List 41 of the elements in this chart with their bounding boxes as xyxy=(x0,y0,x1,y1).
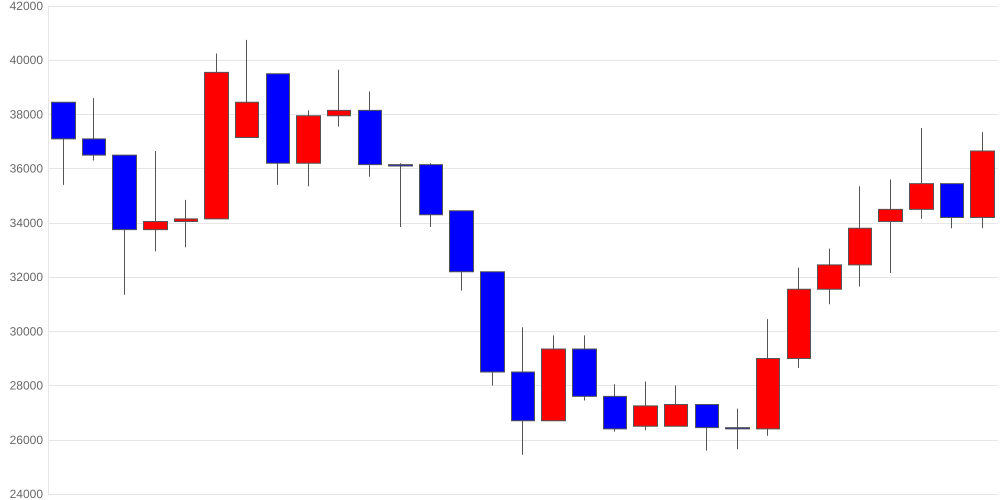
candlestick xyxy=(204,52,229,220)
candlestick xyxy=(358,90,382,178)
candlestick xyxy=(603,384,627,432)
candlestick xyxy=(909,128,934,220)
y-tick-label: 32000 xyxy=(10,270,44,284)
candlestick xyxy=(266,73,290,186)
candlestick xyxy=(817,248,842,305)
y-tick-label: 42000 xyxy=(10,0,44,13)
candlestick xyxy=(174,199,198,248)
candlestick xyxy=(296,110,321,187)
candlestick xyxy=(82,98,106,162)
candlestick xyxy=(419,162,443,228)
candlestick xyxy=(511,326,535,456)
candlestick xyxy=(235,39,259,138)
y-tick-label: 36000 xyxy=(10,162,44,176)
candlestick xyxy=(970,132,995,229)
candlestick xyxy=(787,267,811,368)
y-tick-label: 30000 xyxy=(10,324,44,338)
candlestick xyxy=(541,334,566,422)
y-tick-label: 24000 xyxy=(10,487,44,500)
candlestick xyxy=(572,334,597,401)
y-tick-label: 40000 xyxy=(10,53,44,68)
candlestick xyxy=(480,271,505,386)
candlestick xyxy=(878,179,903,274)
candlestick xyxy=(725,408,750,450)
candlestick xyxy=(664,385,688,427)
candlestick xyxy=(695,404,719,452)
candlestick xyxy=(633,380,658,431)
candlestick xyxy=(848,186,872,288)
candlestick xyxy=(143,150,168,252)
y-tick-label: 26000 xyxy=(10,432,44,447)
candlestick xyxy=(388,162,413,228)
candlestick xyxy=(51,102,76,186)
y-tick-label: 28000 xyxy=(10,378,44,393)
candlestick xyxy=(756,318,780,436)
y-tick-label: 34000 xyxy=(10,216,44,230)
candlestick xyxy=(112,154,137,296)
candlestick xyxy=(940,183,964,229)
candlestick xyxy=(327,69,351,128)
y-tick-label: 38000 xyxy=(10,107,44,122)
candlestick xyxy=(449,210,474,292)
